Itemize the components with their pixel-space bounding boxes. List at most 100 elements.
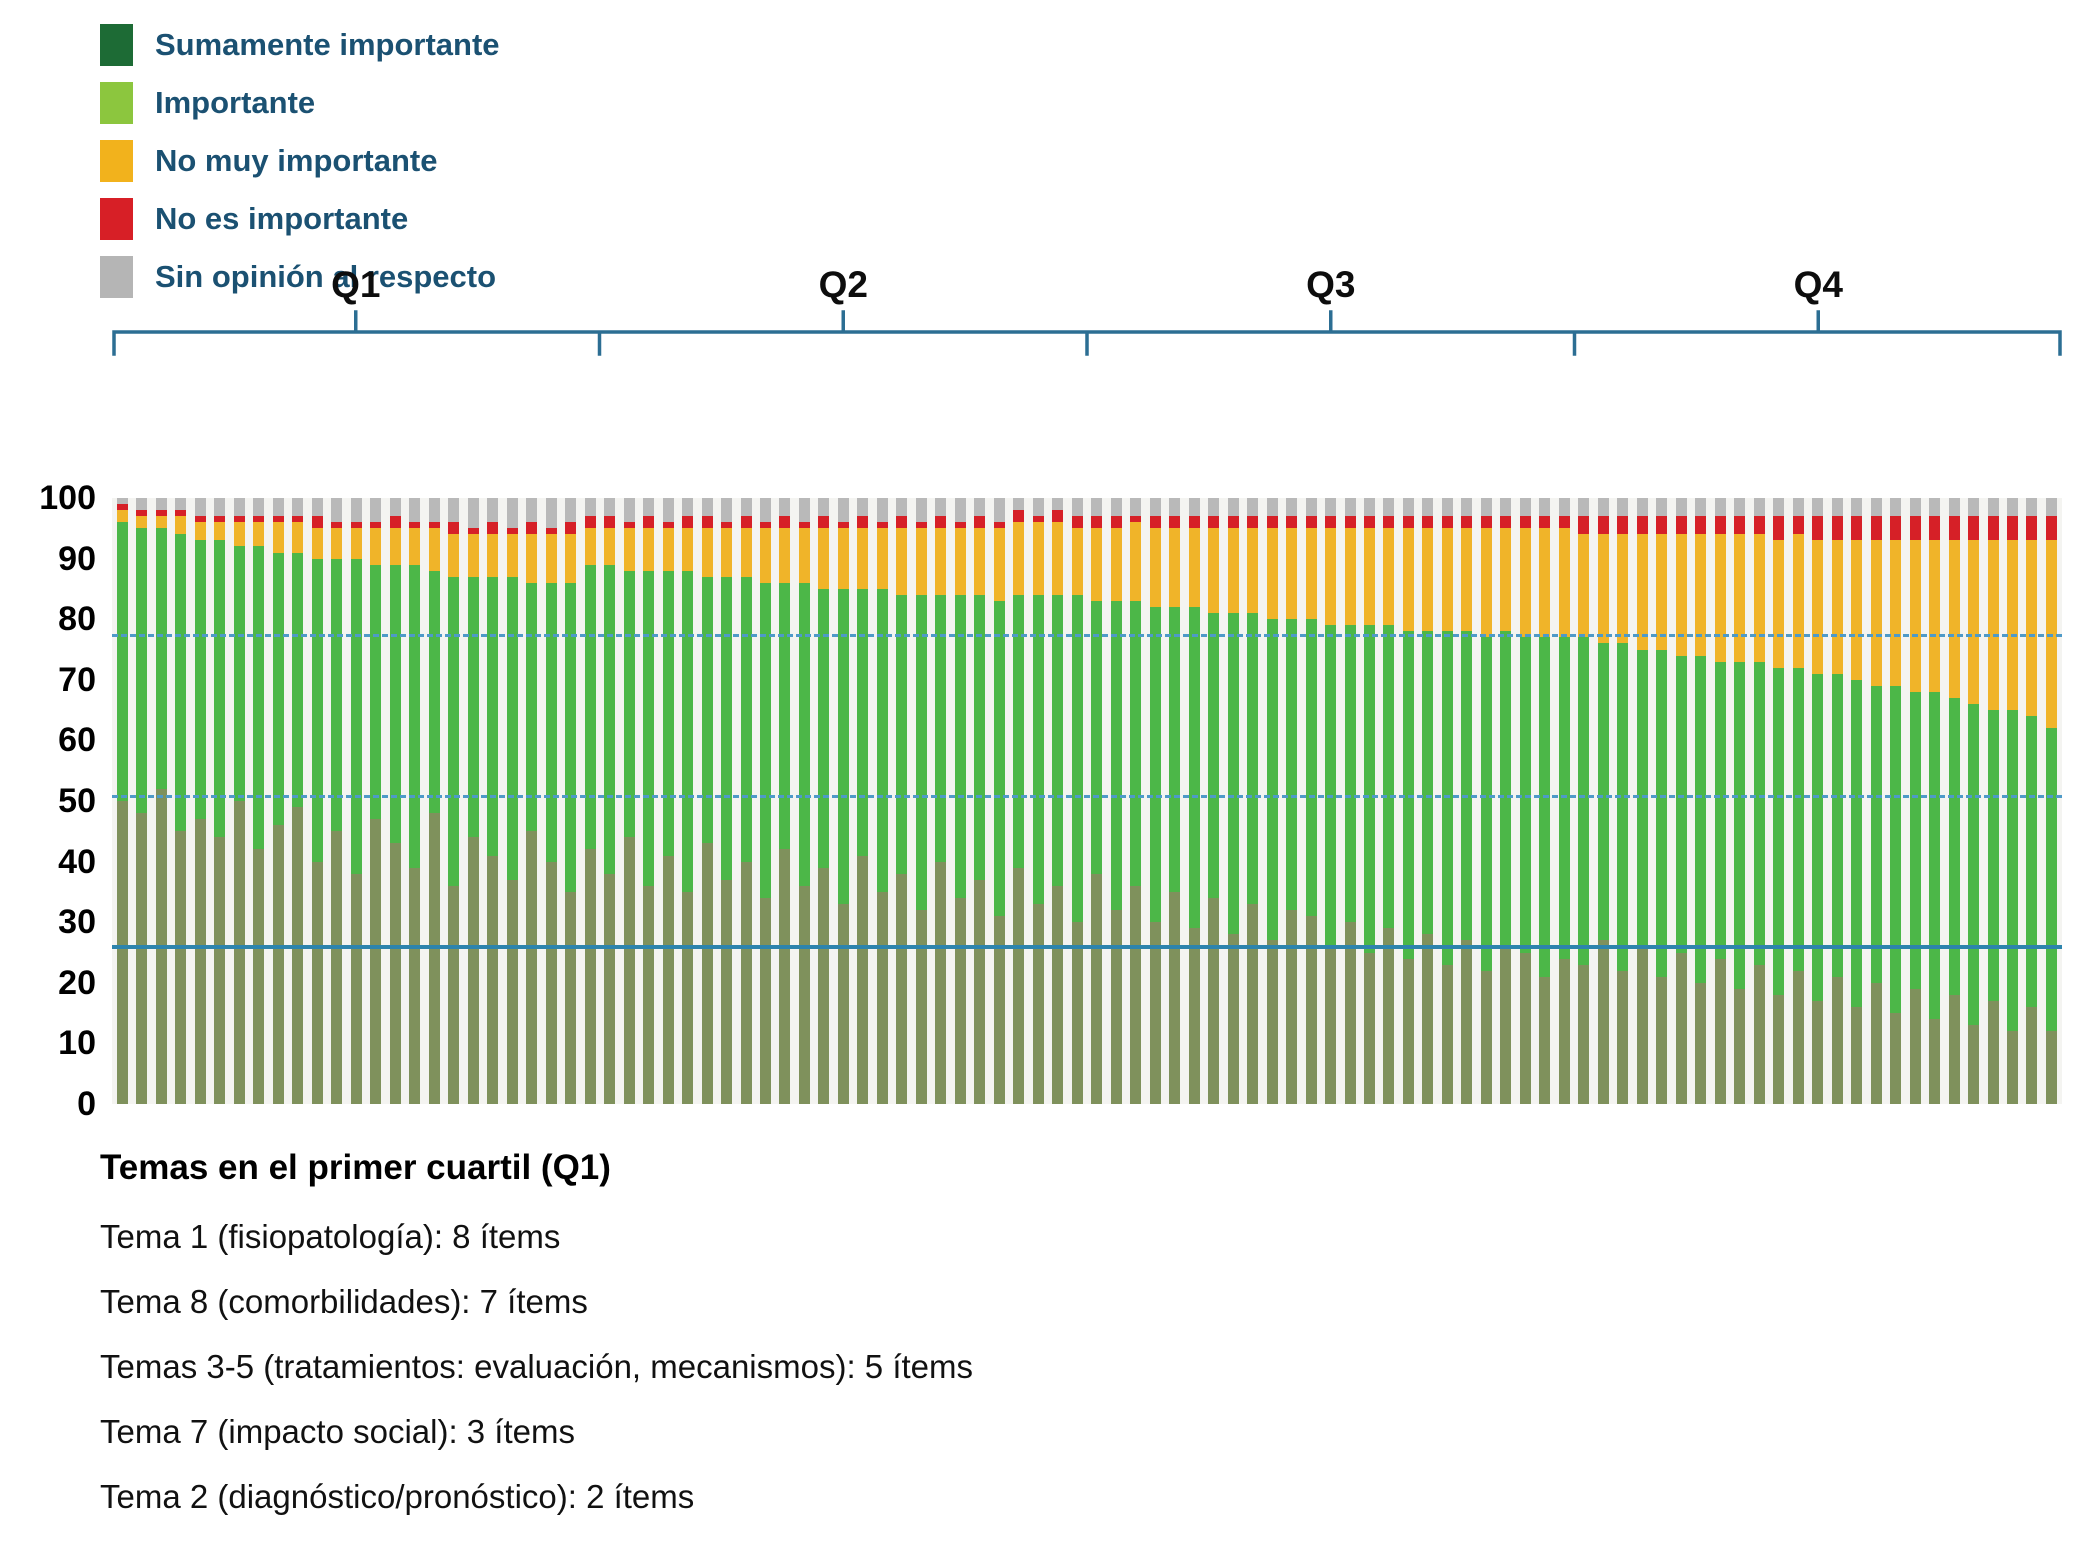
bar-segment-no-muy-importante [506,534,518,577]
bar-segment-sin-opinion [682,498,694,517]
bar-segment-sin-opinion [1753,498,1765,517]
bar-segment-importante [1929,691,1941,1020]
bar-segment-importante [233,546,245,801]
bar-segment-importante [1032,594,1044,905]
bar-segment-sin-opinion [1247,498,1259,517]
bar-segment-no-es-importante [1052,510,1064,523]
bar-segment-sumamente-importante [2045,1031,2057,1104]
y-axis-tick-label: 80 [58,600,96,639]
bar-segment-no-muy-importante [1013,522,1025,595]
bar-segment-sin-opinion [409,498,421,523]
bar-segment-sumamente-importante [1500,946,1512,1104]
bar-segment-sumamente-importante [1851,1007,1863,1104]
bar-segment-no-es-importante [1851,516,1863,541]
bar-segment-no-es-importante [1695,516,1707,535]
bar-segment-sin-opinion [253,498,265,517]
bar-segment-no-muy-importante [954,528,966,595]
bar-segment-no-muy-importante [1870,540,1882,686]
y-axis-tick-label: 100 [39,479,96,517]
bar-segment-no-muy-importante [1695,534,1707,656]
stacked-bar [1695,498,1707,1104]
bar-segment-sumamente-importante [721,879,733,1104]
bar-segment-sumamente-importante [1286,910,1298,1104]
bar-segment-no-es-importante [1987,516,1999,541]
bar-segment-sumamente-importante [1383,928,1395,1104]
bar-segment-importante [1149,607,1161,923]
bar-segment-sin-opinion [584,498,596,517]
stacked-bar [1968,498,1980,1104]
quartile-label-q4: Q4 [1793,264,1843,305]
bar-segment-importante [1539,637,1551,977]
bar-segment-no-muy-importante [1675,534,1687,656]
bar-segment-no-muy-importante [721,528,733,577]
bar-segment-sumamente-importante [993,916,1005,1104]
bar-segment-importante [584,564,596,850]
bar-segment-no-muy-importante [837,528,849,589]
bar-segment-sumamente-importante [1364,952,1375,1104]
bar-segment-no-es-importante [1617,516,1629,535]
stacked-bar [682,498,694,1104]
reference-line-77 [112,634,2062,638]
bar-segment-no-muy-importante [623,528,635,571]
bar-segment-importante [2045,728,2057,1032]
bar-segment-sumamente-importante [1071,922,1083,1104]
bar-segment-importante [1402,631,1414,959]
bar-segment-sin-opinion [1558,498,1570,517]
bar-segment-importante [1422,631,1434,935]
bar-segment-no-muy-importante [935,528,947,595]
bar-segment-no-muy-importante [974,528,986,595]
stacked-bar [1208,498,1220,1104]
bar-segment-sumamente-importante [194,819,206,1104]
stacked-bar [272,498,284,1104]
bar-segment-importante [1071,594,1083,923]
bar-segment-no-muy-importante [1734,534,1746,662]
stacked-bar [233,498,245,1104]
bar-segment-no-es-importante [526,522,538,535]
bar-segment-no-muy-importante [1909,540,1921,692]
bar-segment-sumamente-importante [292,807,304,1104]
bar-segment-no-es-importante [993,522,1005,529]
y-axis-tick-label: 70 [58,660,96,699]
bar-segment-no-muy-importante [993,528,1005,602]
bar-segment-sumamente-importante [331,831,343,1104]
bar-segment-no-muy-importante [759,528,771,583]
bar-segment-sin-opinion [1578,498,1590,517]
bar-segment-sumamente-importante [1773,994,1785,1104]
bar-segment-importante [779,582,791,850]
legend-label: Sumamente importante [155,27,500,62]
bar-segment-no-es-importante [409,522,421,529]
bar-segment-no-es-importante [1325,516,1337,529]
bar-segment-no-es-importante [1714,516,1726,535]
stacked-bar [1110,498,1122,1104]
stacked-bar [136,498,148,1104]
bar-segment-sin-opinion [993,498,1005,523]
bar-segment-no-muy-importante [604,528,616,565]
bar-segment-no-es-importante [1227,516,1239,529]
bar-segment-sumamente-importante [584,849,596,1104]
bar-segment-no-muy-importante [584,528,596,565]
bar-segment-sin-opinion [1656,498,1668,517]
bar-segment-sin-opinion [1402,498,1414,517]
stacked-bar [1227,498,1239,1104]
bar-segment-importante [857,588,869,856]
bar-segment-no-es-importante [837,522,849,529]
bar-segment-sumamente-importante [604,873,616,1104]
bar-segment-no-es-importante [1597,516,1609,535]
bar-segment-sumamente-importante [1597,940,1609,1104]
bar-segment-importante [1812,673,1824,1001]
bar-segment-no-es-importante [1480,516,1492,529]
y-axis-tick-label: 0 [77,1085,96,1123]
bar-segment-sumamente-importante [506,879,518,1104]
bar-segment-sumamente-importante [370,819,382,1104]
stacked-bar [370,498,382,1104]
bar-segment-no-muy-importante [389,528,401,565]
bar-segment-no-es-importante [1558,516,1570,529]
bar-segment-sin-opinion [1071,498,1083,517]
stacked-bar [915,498,927,1104]
bar-segment-sin-opinion [779,498,791,517]
bar-segment-no-es-importante [233,516,245,523]
bar-segment-sumamente-importante [117,801,128,1104]
bar-segment-no-es-importante [1383,516,1395,529]
bar-segment-importante [1734,661,1746,989]
stacked-bar [253,498,265,1104]
